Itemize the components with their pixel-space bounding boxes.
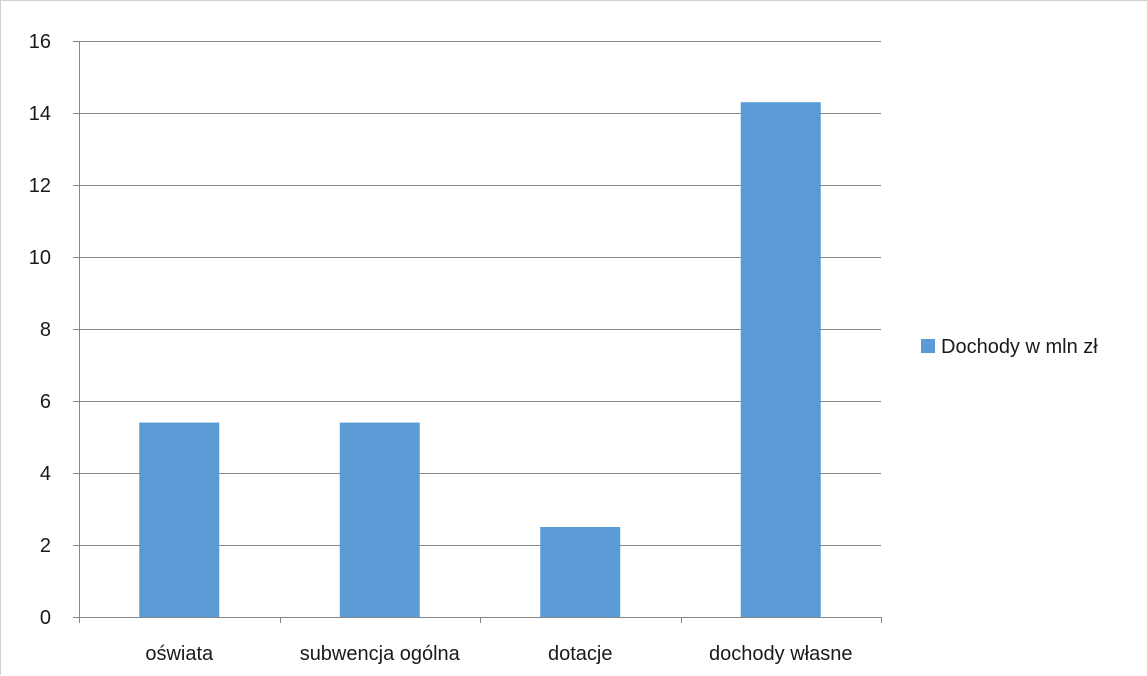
y-tick-labels: 0 2 4 6 8 10 12 14 16 [29, 31, 51, 629]
bar-1 [339, 422, 420, 617]
bar-2 [540, 527, 621, 617]
y-tick-label: 12 [29, 175, 51, 197]
y-tick-label: 10 [29, 247, 51, 269]
axes [73, 41, 882, 623]
y-tick-label: 8 [40, 319, 51, 341]
y-tick-label: 0 [40, 607, 51, 629]
legend: Dochody w mln zł [921, 336, 1098, 358]
bar-3 [740, 102, 821, 617]
x-tick-label: oświata [145, 643, 214, 665]
x-tick-labels: oświata subwencja ogólna dotacje dochody wł… [145, 643, 852, 665]
bar-0 [139, 422, 220, 617]
legend-swatch-dochody [921, 339, 935, 353]
x-tick-label: dochody własne [709, 643, 852, 665]
y-tick-label: 16 [29, 31, 51, 53]
legend-label-dochody: Dochody w mln zł [941, 336, 1098, 358]
y-tick-label: 4 [40, 463, 51, 485]
x-tick-label: dotacje [548, 643, 613, 665]
bars [139, 102, 821, 617]
y-tick-label: 2 [40, 535, 51, 557]
y-tick-label: 6 [40, 391, 51, 413]
x-tick-label: subwencja ogólna [300, 643, 461, 665]
y-tick-label: 14 [29, 103, 51, 125]
